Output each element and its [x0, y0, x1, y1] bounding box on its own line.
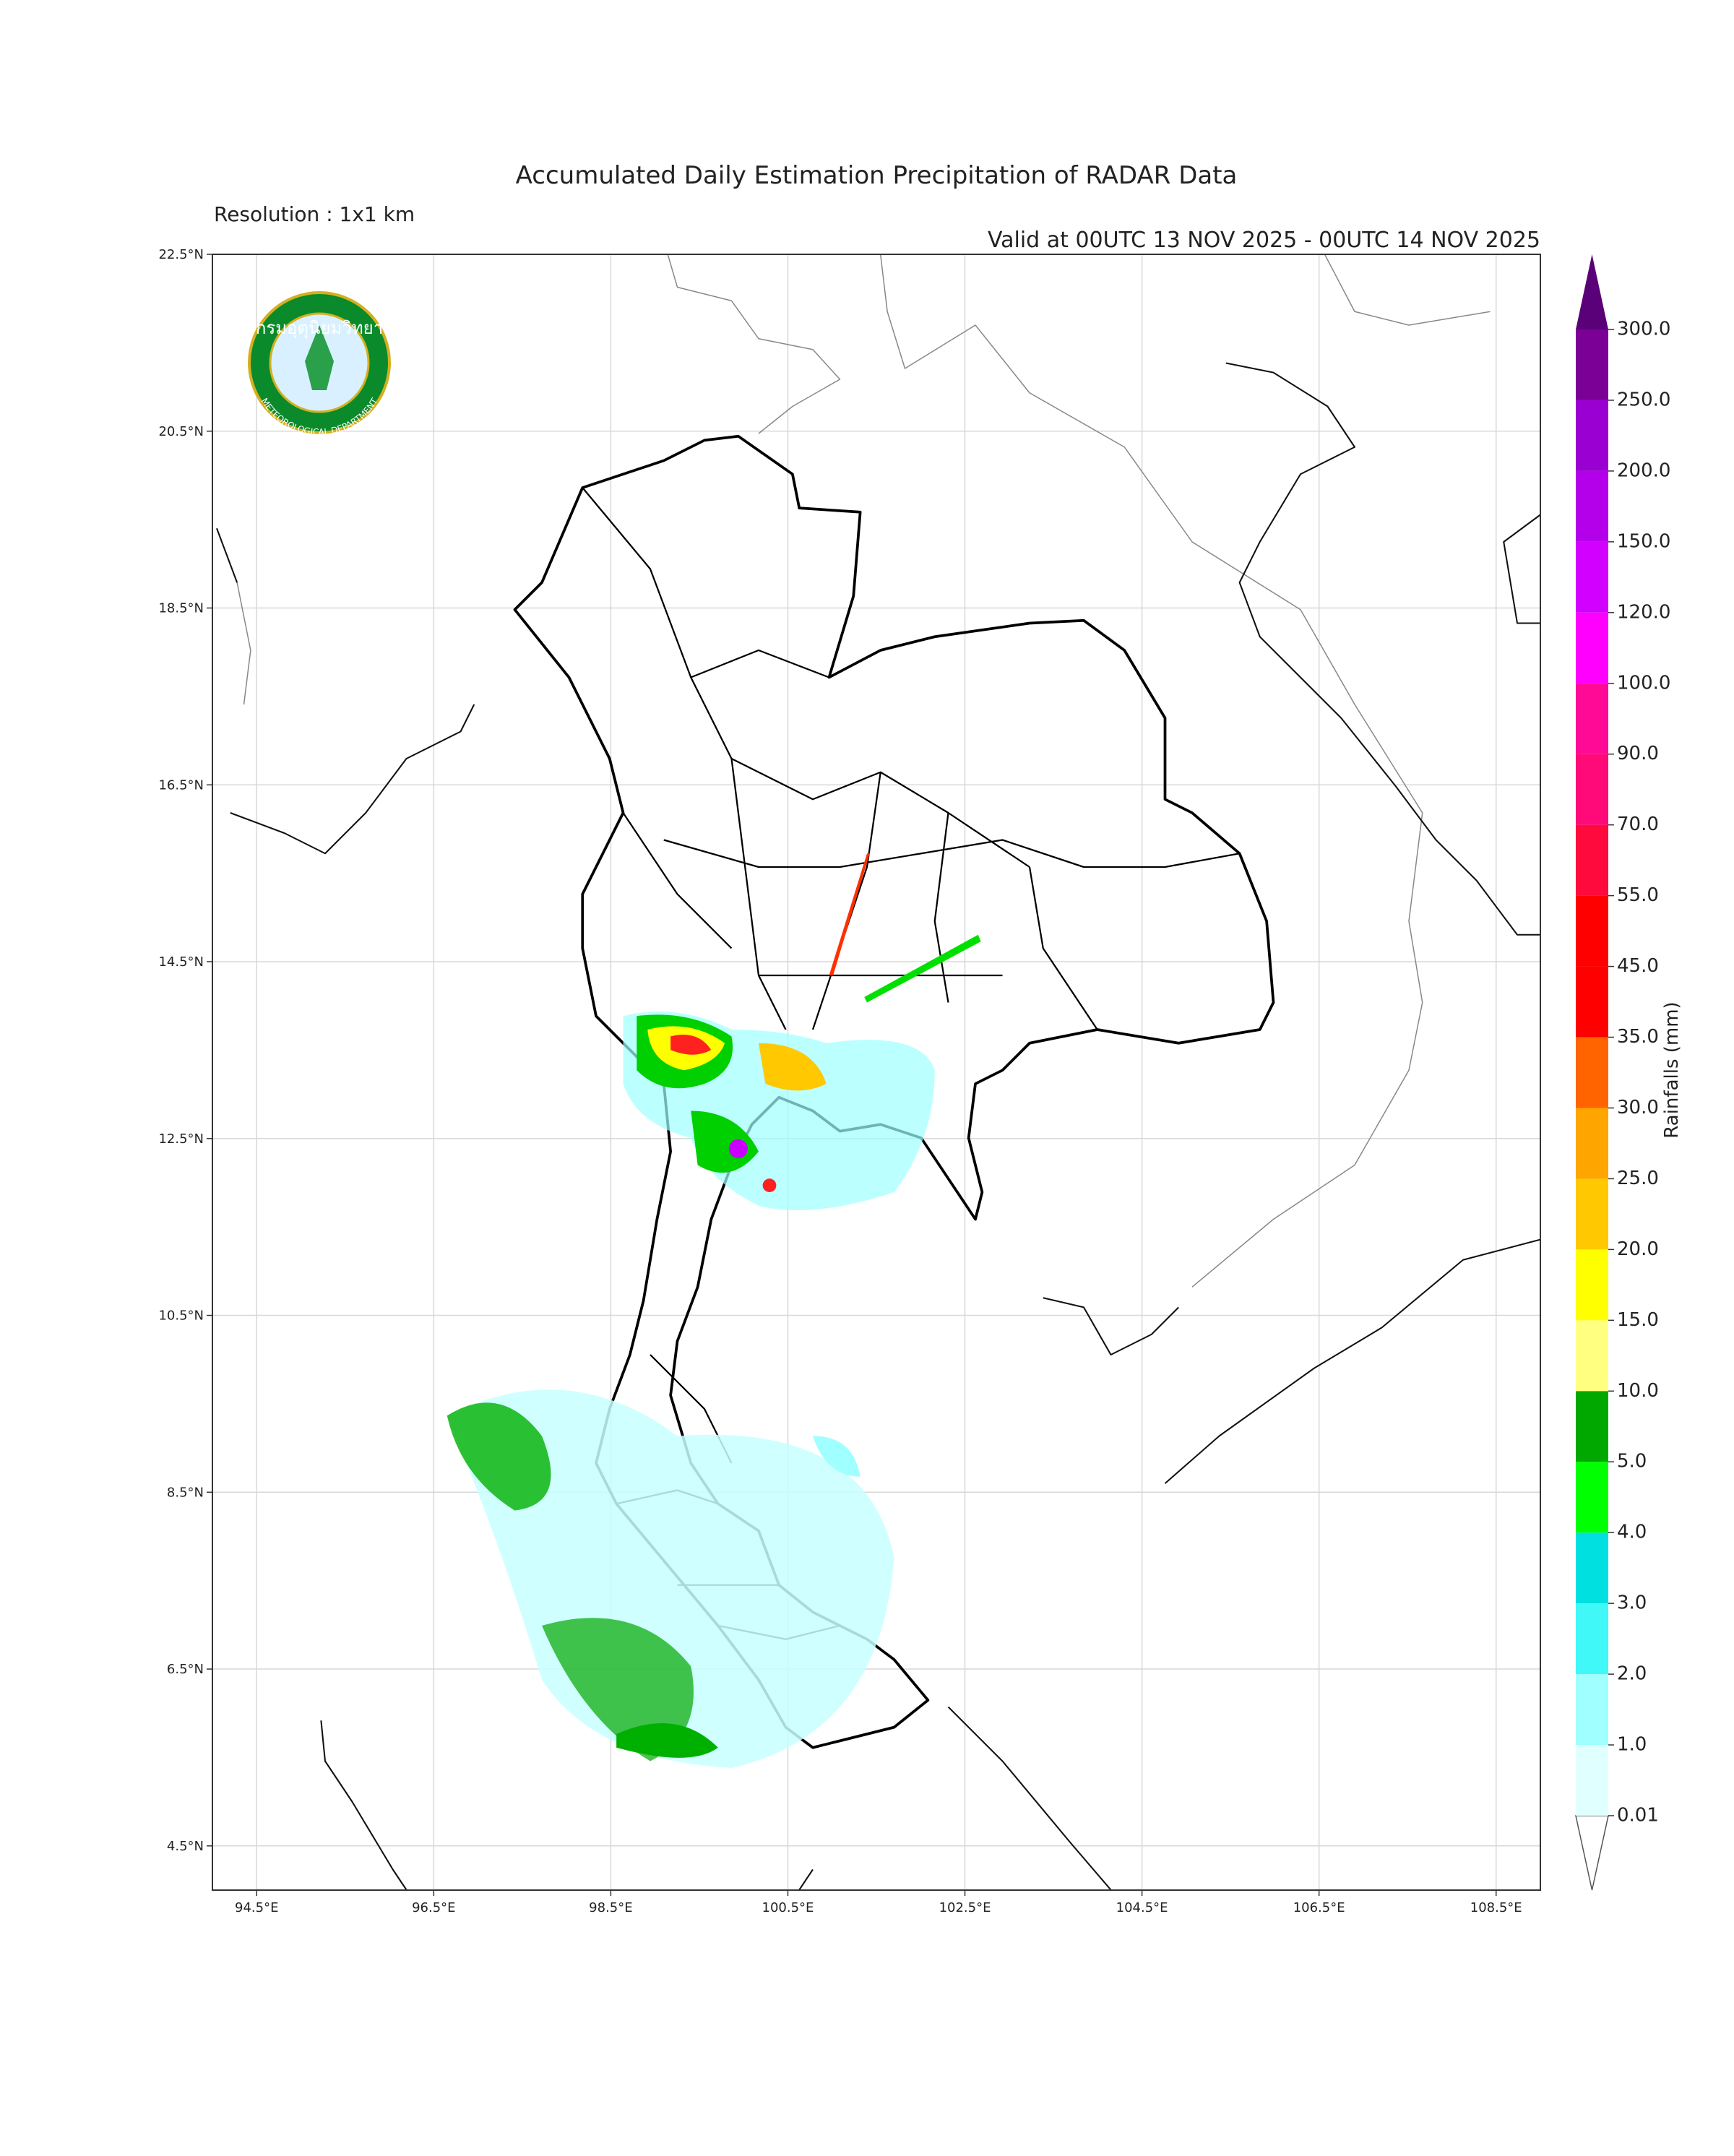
y-tick-label: 20.5°N: [158, 424, 204, 439]
ticks: 94.5°E 96.5°E 98.5°E 100.5°E 102.5°E 104.5°E 1…: [158, 247, 1522, 1915]
x-tick-label: 102.5°E: [939, 1900, 991, 1915]
logo-emblem: [305, 325, 334, 390]
colorbar-segment: [1576, 1532, 1608, 1604]
colorbar-tick-label: 25.0: [1617, 1168, 1659, 1189]
colorbar-tick-label: 90.0: [1617, 743, 1659, 764]
colorbar-label: Rainfalls (mm): [1661, 1001, 1683, 1138]
colorbar-tick-label: 55.0: [1617, 884, 1659, 906]
colorbar-tick-label: 20.0: [1617, 1238, 1659, 1260]
colorbar-segment: [1576, 824, 1608, 896]
colorbar-segment: [1576, 754, 1608, 825]
colorbar-segment: [1576, 541, 1608, 613]
colorbar-over: [1576, 254, 1608, 329]
colorbar-segment: [1576, 1462, 1608, 1533]
y-tick-label: 8.5°N: [167, 1485, 204, 1500]
y-tick-label: 12.5°N: [158, 1131, 204, 1147]
colorbar-segment: [1576, 612, 1608, 684]
y-tick-label: 4.5°N: [167, 1839, 204, 1854]
colorbar-segment: [1576, 966, 1608, 1038]
y-tick-label: 14.5°N: [158, 954, 204, 970]
colorbar-tick-label: 200.0: [1617, 460, 1670, 481]
colorbar-under: [1575, 1815, 1609, 1891]
colorbar-tick-label: 35.0: [1617, 1026, 1659, 1048]
x-tick-label: 100.5°E: [762, 1900, 814, 1915]
y-tick-label: 10.5°N: [158, 1308, 204, 1324]
colorbar-tick-label: 0.01: [1617, 1805, 1659, 1827]
colorbar-tick-label: 3.0: [1617, 1592, 1647, 1614]
logo: กรมอุตุนิยมวิทยา METEOROLOGICAL DEPARTME…: [248, 291, 391, 437]
colorbar-tick-label: 300.0: [1617, 319, 1670, 340]
colorbar-tick-label: 5.0: [1617, 1451, 1647, 1472]
logo-thai-text: กรมอุตุนิยมวิทยา: [256, 318, 383, 339]
map-subtitle: Resolution : 1x1 km: [214, 202, 415, 226]
colorbar: 0.01 1.0 2.0 3.0 4.0 5.0 10.0 15.0 20.0 25.0 30.0 3…: [1575, 254, 1670, 1891]
radar-echoes: [447, 853, 981, 1768]
colorbar-segment: [1576, 400, 1608, 471]
valid-time: Valid at 00UTC 13 NOV 2025 - 00UTC 14 NO…: [988, 228, 1540, 253]
x-tick-label: 96.5°E: [412, 1900, 455, 1915]
y-tick-label: 18.5°N: [158, 601, 204, 616]
colorbar-tick-label: 1.0: [1617, 1734, 1647, 1756]
x-tick-label: 94.5°E: [235, 1900, 278, 1915]
y-tick-label: 16.5°N: [158, 777, 204, 793]
colorbar-segment: [1576, 1249, 1608, 1321]
colorbar-segment: [1576, 329, 1608, 400]
colorbar-tick-label: 15.0: [1617, 1309, 1659, 1331]
y-tick-label: 6.5°N: [167, 1662, 204, 1677]
x-tick-label: 98.5°E: [589, 1900, 632, 1915]
colorbar-segment: [1576, 470, 1608, 542]
colorbar-tick-label: 45.0: [1617, 955, 1659, 977]
colorbar-segment: [1576, 1108, 1608, 1179]
colorbar-segment: [1576, 1603, 1608, 1675]
colorbar-tick-label: 100.0: [1617, 672, 1670, 694]
x-tick-label: 108.5°E: [1470, 1900, 1522, 1915]
colorbar-tick-label: 120.0: [1617, 601, 1670, 623]
colorbar-tick-label: 2.0: [1617, 1663, 1647, 1685]
colorbar-segment: [1576, 1391, 1608, 1462]
y-tick-label: 22.5°N: [158, 247, 204, 262]
x-tick-label: 106.5°E: [1293, 1900, 1345, 1915]
colorbar-segment: [1576, 1178, 1608, 1250]
colorbar-segment: [1576, 1037, 1608, 1108]
coastline: [216, 362, 1540, 1890]
colorbar-tick-label: 70.0: [1617, 814, 1659, 835]
x-tick-label: 104.5°E: [1116, 1900, 1168, 1915]
colorbar-segment: [1576, 683, 1608, 754]
colorbar-segment: [1576, 1745, 1608, 1816]
colorbar-tick-label: 30.0: [1617, 1097, 1659, 1118]
neighbor-borders: [216, 254, 1491, 1288]
colorbar-tick-label: 150.0: [1617, 530, 1670, 552]
colorbar-segment: [1576, 1674, 1608, 1746]
map-title: Accumulated Daily Estimation Precipitati…: [516, 161, 1238, 190]
colorbar-segment: [1576, 1320, 1608, 1392]
colorbar-tick-label: 10.0: [1617, 1380, 1659, 1402]
colorbar-tick-label: 4.0: [1617, 1522, 1647, 1543]
colorbar-segment: [1576, 895, 1608, 967]
colorbar-tick-label: 250.0: [1617, 389, 1670, 410]
geography: [216, 254, 1540, 1890]
map-frame: [212, 254, 1541, 1891]
